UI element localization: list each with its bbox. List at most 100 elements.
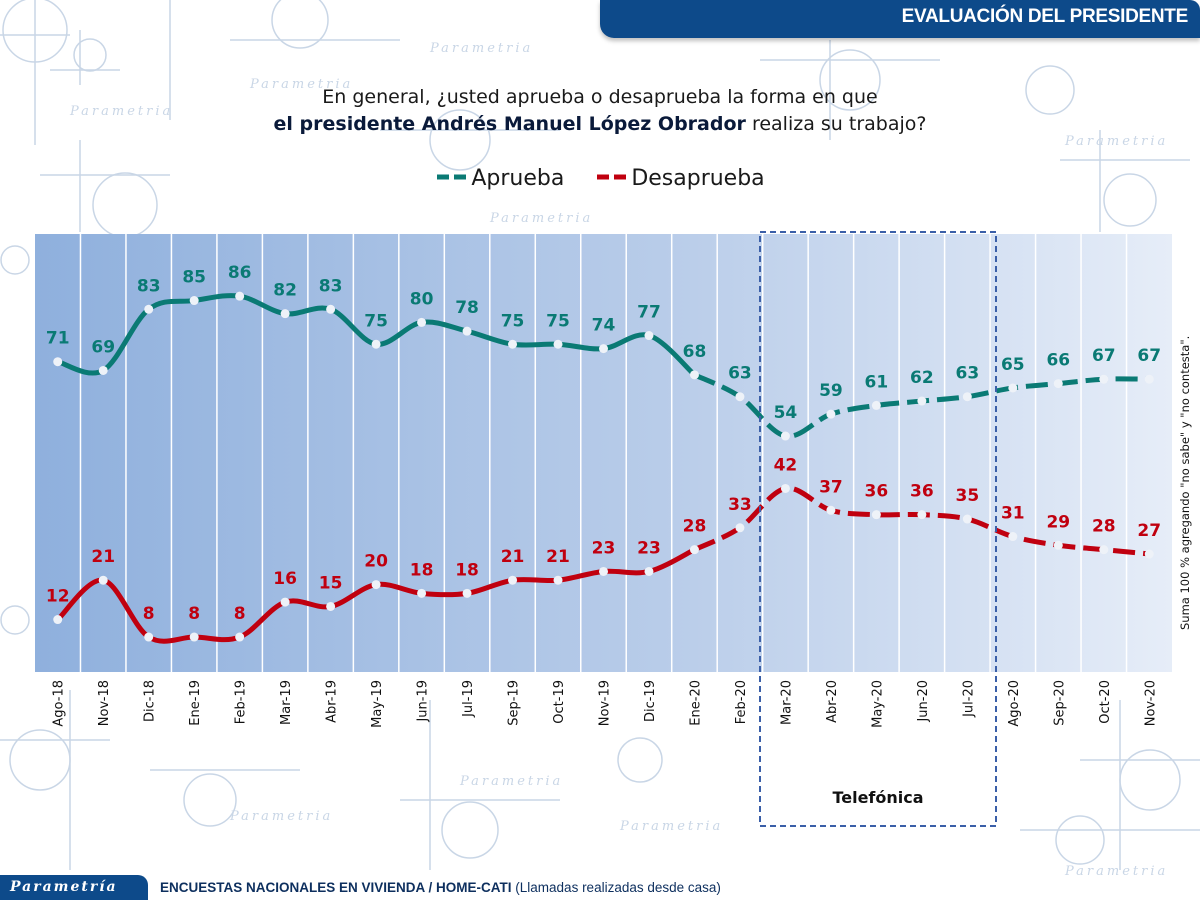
data-point-aprueba — [53, 357, 63, 367]
data-label-desaprueba: 23 — [592, 538, 616, 558]
x-tick-label: Feb-19 — [234, 680, 249, 724]
x-tick-label: Dic-19 — [643, 680, 658, 722]
x-tick-label: Ene-19 — [188, 680, 203, 726]
x-tick-label: Sep-20 — [1052, 680, 1067, 726]
x-tick-label: May-20 — [870, 680, 885, 728]
legend-label-desaprueba: Desaprueba — [631, 166, 765, 191]
data-label-desaprueba: 15 — [319, 573, 343, 593]
data-point-aprueba — [1099, 374, 1109, 384]
data-label-desaprueba: 12 — [46, 587, 70, 607]
data-point-aprueba — [1053, 379, 1063, 389]
legend-item-aprueba: Aprueba — [435, 166, 564, 191]
data-label-aprueba: 74 — [592, 316, 616, 336]
x-tick-label: Sep-19 — [507, 680, 522, 726]
data-point-aprueba — [689, 370, 699, 380]
data-point-aprueba — [1144, 374, 1154, 384]
data-point-desaprueba — [553, 575, 563, 585]
header-title: EVALUACIÓN DEL PRESIDENTE — [901, 6, 1189, 27]
data-label-desaprueba: 29 — [1046, 512, 1070, 532]
footer-source-bold: ENCUESTAS NACIONALES EN VIVIENDA / HOME-… — [160, 880, 512, 895]
data-point-aprueba — [326, 304, 336, 314]
question-line-1: En general, ¿usted aprueba o desaprueba … — [322, 86, 878, 108]
data-point-desaprueba — [53, 615, 63, 625]
data-label-aprueba: 63 — [956, 364, 980, 384]
x-tick-label: Nov-19 — [598, 680, 613, 726]
data-point-desaprueba — [1144, 549, 1154, 559]
data-label-aprueba: 71 — [46, 329, 70, 349]
x-tick-label: Nov-20 — [1143, 680, 1158, 726]
x-tick-label: Mar-19 — [279, 680, 294, 725]
data-label-desaprueba: 18 — [410, 560, 434, 580]
data-point-desaprueba — [371, 580, 381, 590]
legend-swatch-desaprueba — [597, 174, 630, 180]
data-point-aprueba — [1008, 383, 1018, 393]
data-point-desaprueba — [462, 588, 472, 598]
data-label-desaprueba: 36 — [910, 482, 934, 502]
data-label-desaprueba: 35 — [956, 486, 980, 506]
footer-source-rest: (Llamadas realizadas desde casa) — [511, 880, 721, 895]
data-point-aprueba — [826, 409, 836, 419]
question-line-2: el presidente Andrés Manuel López Obrado… — [0, 113, 1200, 135]
x-tick-label: Dic-18 — [143, 680, 158, 722]
chart-legend: Aprueba Desaprueba — [0, 166, 1200, 191]
data-point-desaprueba — [735, 523, 745, 533]
x-tick-label: Jun-20 — [916, 680, 931, 723]
data-label-desaprueba: 28 — [1092, 517, 1116, 537]
x-tick-label: Ene-20 — [688, 680, 703, 726]
data-label-aprueba: 69 — [91, 337, 115, 357]
x-tick-label: Ago-20 — [1007, 680, 1022, 727]
legend-item-desaprueba: Desaprueba — [595, 166, 765, 191]
data-label-aprueba: 65 — [1001, 355, 1025, 375]
data-point-desaprueba — [1053, 540, 1063, 550]
data-point-aprueba — [235, 291, 245, 301]
data-label-aprueba: 85 — [182, 268, 206, 288]
data-point-aprueba — [917, 396, 927, 406]
data-label-desaprueba: 28 — [683, 517, 707, 537]
data-label-desaprueba: 8 — [188, 604, 200, 624]
x-tick-label: Jun-19 — [416, 680, 431, 723]
data-label-desaprueba: 8 — [234, 604, 246, 624]
data-label-aprueba: 75 — [364, 311, 388, 331]
phone-period-label: Telefónica — [832, 788, 924, 807]
footer-source: ENCUESTAS NACIONALES EN VIVIENDA / HOME-… — [160, 880, 721, 895]
data-point-aprueba — [644, 331, 654, 341]
footer-brand-logo: Parametría — [0, 875, 148, 900]
data-label-aprueba: 80 — [410, 289, 434, 309]
data-label-desaprueba: 21 — [501, 547, 525, 567]
data-point-desaprueba — [235, 632, 245, 642]
data-label-aprueba: 67 — [1137, 346, 1161, 366]
data-point-aprueba — [962, 392, 972, 402]
data-label-desaprueba: 33 — [728, 495, 752, 515]
data-label-desaprueba: 42 — [774, 455, 798, 475]
data-point-aprueba — [599, 344, 608, 354]
header-banner: EVALUACIÓN DEL PRESIDENTE — [600, 0, 1200, 38]
x-tick-label: Abr-20 — [825, 680, 840, 723]
x-tick-label: Abr-19 — [325, 680, 340, 723]
x-tick-label: Nov-18 — [97, 680, 112, 726]
side-note: Suma 100 % agregando "no sabe" y "no con… — [1178, 335, 1192, 630]
data-point-aprueba — [189, 296, 199, 306]
data-label-desaprueba: 23 — [637, 538, 661, 558]
data-point-desaprueba — [599, 566, 608, 576]
question-bold: el presidente Andrés Manuel López Obrado… — [273, 113, 746, 135]
data-label-desaprueba: 8 — [143, 604, 155, 624]
data-label-aprueba: 75 — [501, 311, 525, 331]
data-label-desaprueba: 31 — [1001, 504, 1025, 524]
data-point-aprueba — [735, 392, 745, 402]
data-label-desaprueba: 27 — [1137, 521, 1161, 541]
data-label-desaprueba: 36 — [865, 482, 889, 502]
data-point-desaprueba — [1099, 545, 1109, 555]
data-label-aprueba: 59 — [819, 381, 843, 401]
data-point-desaprueba — [280, 597, 290, 607]
data-label-aprueba: 66 — [1046, 351, 1070, 371]
data-label-desaprueba: 37 — [819, 477, 843, 497]
data-label-desaprueba: 21 — [91, 547, 115, 567]
data-point-desaprueba — [98, 575, 108, 585]
data-point-aprueba — [871, 400, 881, 410]
x-tick-label: Oct-19 — [552, 680, 567, 724]
plot-area — [35, 234, 1172, 672]
data-label-aprueba: 82 — [273, 281, 297, 301]
x-tick-label: Mar-20 — [779, 680, 794, 725]
data-point-desaprueba — [326, 601, 336, 611]
